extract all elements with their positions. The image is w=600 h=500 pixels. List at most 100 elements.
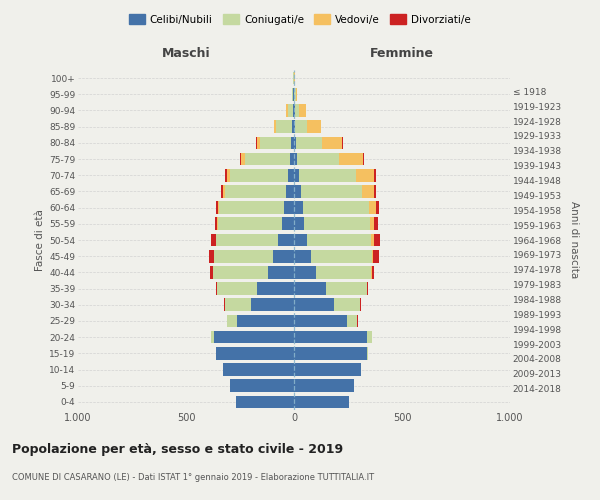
Bar [230, 380, 294, 392]
Bar [237, 314, 294, 328]
Bar [213, 266, 294, 278]
Bar [215, 218, 294, 230]
Bar [230, 169, 294, 181]
Bar [286, 104, 294, 117]
Bar [223, 363, 294, 376]
Bar [294, 380, 355, 392]
Bar [294, 234, 374, 246]
Bar [251, 298, 294, 311]
Bar [294, 363, 361, 376]
Bar [294, 363, 361, 376]
Bar [294, 72, 295, 85]
Bar [274, 250, 294, 262]
Bar [294, 218, 370, 230]
Bar [293, 88, 294, 101]
Bar [294, 250, 311, 262]
Bar [292, 88, 294, 101]
Bar [294, 234, 307, 246]
Bar [293, 72, 294, 85]
Bar [236, 396, 294, 408]
Bar [294, 185, 362, 198]
Bar [211, 331, 294, 344]
Bar [214, 331, 294, 344]
Bar [294, 185, 301, 198]
Bar [294, 169, 299, 181]
Bar [294, 250, 372, 262]
Bar [236, 396, 294, 408]
Bar [294, 218, 374, 230]
Bar [294, 120, 295, 133]
Bar [294, 136, 322, 149]
Bar [294, 250, 379, 262]
Legend: Celibi/Nubili, Coniugati/e, Vedovi/e, Divorziati/e: Celibi/Nubili, Coniugati/e, Vedovi/e, Di… [125, 10, 475, 29]
Bar [218, 218, 294, 230]
Bar [225, 298, 294, 311]
Bar [294, 202, 368, 214]
Bar [294, 152, 364, 166]
Bar [293, 104, 294, 117]
Bar [215, 347, 294, 360]
Bar [294, 331, 372, 344]
Bar [225, 169, 294, 181]
Bar [294, 347, 367, 360]
Bar [294, 202, 302, 214]
Bar [217, 282, 294, 295]
Bar [294, 331, 372, 344]
Bar [294, 363, 361, 376]
Bar [276, 120, 294, 133]
Bar [211, 331, 294, 344]
Text: Femmine: Femmine [370, 48, 434, 60]
Bar [218, 202, 294, 214]
Bar [294, 136, 343, 149]
Bar [217, 282, 294, 295]
Bar [211, 331, 294, 344]
Bar [293, 72, 294, 85]
Bar [294, 298, 360, 311]
Bar [294, 396, 349, 408]
Bar [215, 347, 294, 360]
Bar [245, 152, 294, 166]
Bar [294, 185, 376, 198]
Bar [284, 202, 294, 214]
Bar [223, 363, 294, 376]
Bar [216, 347, 294, 360]
Bar [294, 104, 299, 117]
Bar [286, 104, 294, 117]
Bar [274, 120, 294, 133]
Bar [260, 136, 294, 149]
Bar [230, 380, 294, 392]
Bar [294, 120, 321, 133]
Bar [257, 136, 294, 149]
Bar [294, 331, 372, 344]
Bar [268, 266, 294, 278]
Bar [214, 250, 294, 262]
Bar [294, 347, 368, 360]
Text: Popolazione per età, sesso e stato civile - 2019: Popolazione per età, sesso e stato civil… [12, 442, 343, 456]
Bar [294, 152, 339, 166]
Bar [257, 282, 294, 295]
Bar [294, 136, 342, 149]
Bar [294, 104, 306, 117]
Bar [294, 298, 360, 311]
Bar [294, 72, 295, 85]
Bar [294, 88, 296, 101]
Bar [282, 218, 294, 230]
Bar [223, 363, 294, 376]
Bar [227, 314, 294, 328]
Bar [292, 120, 294, 133]
Bar [215, 347, 294, 360]
Bar [292, 88, 294, 101]
Bar [294, 152, 297, 166]
Bar [294, 347, 368, 360]
Bar [294, 120, 321, 133]
Bar [288, 169, 294, 181]
Bar [241, 152, 294, 166]
Bar [209, 250, 294, 262]
Bar [221, 185, 294, 198]
Bar [294, 282, 326, 295]
Bar [294, 104, 295, 117]
Bar [256, 136, 294, 149]
Y-axis label: Anni di nascita: Anni di nascita [569, 202, 578, 278]
Bar [292, 136, 294, 149]
Bar [294, 347, 368, 360]
